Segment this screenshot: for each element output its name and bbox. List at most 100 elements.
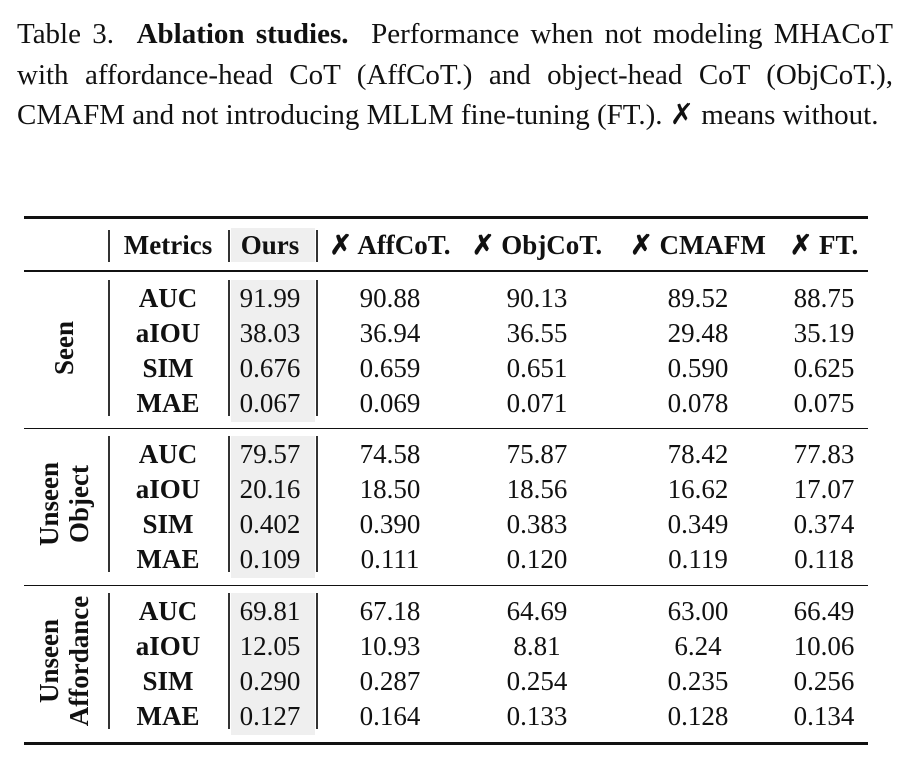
table-cell: 36.94 (359, 318, 421, 348)
column-divider (228, 230, 230, 262)
group-label-line: Object (64, 465, 94, 543)
table-cell: 0.128 (667, 701, 729, 731)
group-label-line: Unseen (34, 461, 64, 547)
table-cell: 64.69 (506, 596, 568, 626)
metric-label: AUC (138, 596, 198, 626)
table-cell: 0.078 (667, 388, 729, 418)
ours-column-highlight (231, 436, 315, 578)
table-caption: Table 3. Ablation studies. Performance w… (17, 14, 893, 136)
table-cell: 0.069 (359, 388, 421, 418)
column-divider (316, 230, 318, 262)
metric-label: MAE (136, 388, 200, 418)
table-cell: 79.57 (239, 439, 301, 469)
column-divider (108, 230, 110, 262)
ours-column-highlight (231, 593, 315, 735)
column-divider (316, 280, 318, 416)
ours-column-highlight (231, 280, 315, 422)
column-header: ✗ FT. (789, 230, 859, 260)
ours-column-highlight (231, 228, 315, 262)
table-cell: 0.120 (506, 544, 568, 574)
table-cell: 0.075 (793, 388, 855, 418)
column-divider (316, 593, 318, 729)
table-cell: 0.111 (360, 544, 420, 574)
table-cell: 10.93 (359, 631, 421, 661)
metric-label: AUC (138, 439, 198, 469)
table-cell: 66.49 (793, 596, 855, 626)
table-cell: 0.676 (239, 353, 301, 383)
column-divider (108, 593, 110, 729)
table-cell: 0.254 (506, 666, 568, 696)
column-header: Metrics (123, 230, 213, 260)
caption-label: Table 3. (17, 18, 115, 50)
group-label: Seen (49, 321, 79, 375)
column-divider (108, 436, 110, 572)
column-divider (316, 436, 318, 572)
metric-label: SIM (142, 666, 194, 696)
table-cell: 0.390 (359, 509, 421, 539)
table-cell: 0.119 (668, 544, 728, 574)
column-divider (228, 280, 230, 416)
column-divider (228, 436, 230, 572)
table-cell: 0.235 (667, 666, 729, 696)
table-cell: 91.99 (239, 283, 301, 313)
column-divider (108, 280, 110, 416)
table-cell: 0.071 (506, 388, 568, 418)
table-cell: 0.287 (359, 666, 421, 696)
table-cell: 0.659 (359, 353, 421, 383)
table-cell: 0.383 (506, 509, 568, 539)
table-cell: 78.42 (667, 439, 729, 469)
table-cell: 16.62 (667, 474, 729, 504)
metric-label: MAE (136, 544, 200, 574)
table-cell: 12.05 (239, 631, 301, 661)
table-cell: 69.81 (239, 596, 301, 626)
table-cell: 0.625 (793, 353, 855, 383)
column-header: ✗ AffCoT. (329, 230, 451, 260)
caption-title: Ablation studies. (136, 18, 349, 50)
table-cell: 0.374 (793, 509, 855, 539)
ablation-table: Metrics Ours ✗ AffCoT. ✗ ObjCoT. ✗ CMAFM ✗ FT… (24, 216, 868, 746)
table-rule (24, 428, 868, 430)
metric-label: AUC (138, 283, 198, 313)
group-label-line: Seen (49, 321, 79, 375)
table-cell: 0.164 (359, 701, 421, 731)
table-cell: 0.290 (239, 666, 301, 696)
column-divider (228, 593, 230, 729)
table-cell: 29.48 (667, 318, 729, 348)
table-cell: 90.88 (359, 283, 421, 313)
table-cell: 35.19 (793, 318, 855, 348)
table-rule (24, 270, 868, 272)
table-cell: 6.24 (674, 631, 722, 661)
column-header: ✗ CMAFM (630, 230, 766, 260)
metric-label: SIM (142, 509, 194, 539)
table-cell: 0.067 (239, 388, 301, 418)
table-cell: 36.55 (506, 318, 568, 348)
table-cell: 0.590 (667, 353, 729, 383)
table-cell: 0.133 (506, 701, 568, 731)
table-cell: 8.81 (513, 631, 561, 661)
column-header: ✗ ObjCoT. (471, 230, 603, 260)
table-cell: 75.87 (506, 439, 568, 469)
table-cell: 0.402 (239, 509, 301, 539)
table-cell: 0.349 (667, 509, 729, 539)
table-rule (24, 585, 868, 587)
group-label-line: Affordance (64, 595, 94, 727)
table-cell: 10.06 (793, 631, 855, 661)
table-cell: 74.58 (359, 439, 421, 469)
metric-label: aIOU (135, 631, 201, 661)
group-label: Unseen Object (34, 462, 94, 546)
metric-label: aIOU (135, 318, 201, 348)
table-cell: 38.03 (239, 318, 301, 348)
caption-text: Performance when not modeling MHACoT wit… (17, 18, 893, 131)
table-cell: 77.83 (793, 439, 855, 469)
table-cell: 17.07 (793, 474, 855, 504)
table-rule (24, 742, 868, 745)
column-header: Ours (240, 230, 300, 260)
table-cell: 18.50 (359, 474, 421, 504)
table-cell: 63.00 (667, 596, 729, 626)
table-cell: 88.75 (793, 283, 855, 313)
table-cell: 67.18 (359, 596, 421, 626)
table-cell: 0.127 (239, 701, 301, 731)
metric-label: aIOU (135, 474, 201, 504)
group-label-line: Unseen (34, 619, 64, 704)
table-cell: 0.118 (794, 544, 854, 574)
